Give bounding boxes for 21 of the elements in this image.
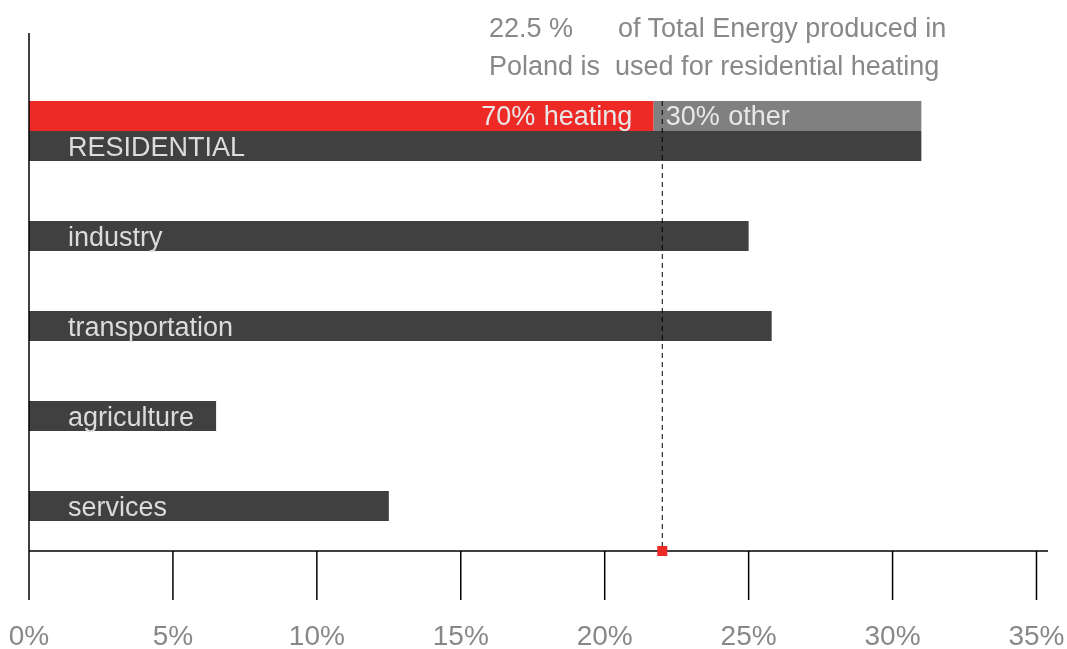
bar <box>29 221 749 251</box>
y-tick-label: agriculture <box>68 402 195 432</box>
bar <box>29 311 772 341</box>
x-tick-label: 10% <box>288 620 345 649</box>
y-tick-label: transportation <box>68 312 234 342</box>
series-label: heating <box>543 101 633 131</box>
x-tick-label: 25% <box>720 620 777 649</box>
y-tick-label: RESIDENTIAL <box>68 132 246 162</box>
x-tick-label: 5% <box>152 620 194 649</box>
x-tick-label: 35% <box>1008 620 1065 649</box>
annotation: 22.5 % of Total Energy produced in Poland is used for residential heating <box>489 13 947 81</box>
data-label: 30% <box>665 101 720 131</box>
x-tick-label: 0% <box>8 620 50 649</box>
x-tick-label: 30% <box>864 620 921 649</box>
y-tick-label: industry <box>68 222 164 252</box>
x-tick-label: 20% <box>576 620 633 649</box>
y-tick-label: services <box>68 492 168 522</box>
series-label: other <box>728 101 790 131</box>
bar <box>29 491 389 521</box>
data-label: 70% <box>481 101 536 131</box>
x-tick-label: 15% <box>432 620 489 649</box>
